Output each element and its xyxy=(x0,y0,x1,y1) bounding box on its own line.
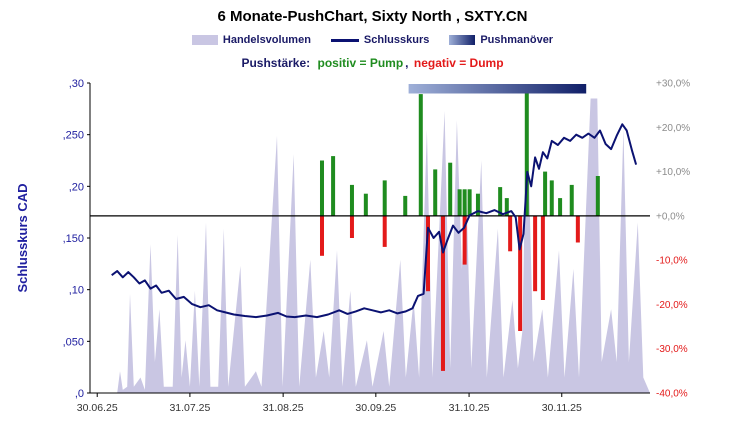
left-axis-tick: ,250 xyxy=(63,130,84,142)
x-axis-tick: 31.10.25 xyxy=(449,402,490,414)
x-axis-tick: 30.09.25 xyxy=(355,402,396,414)
left-axis-tick: ,050 xyxy=(63,336,84,348)
left-axis-tick: ,20 xyxy=(69,181,84,193)
pushmanoever-swatch-icon xyxy=(449,35,476,45)
legend-item-close: Schlusskurs xyxy=(330,34,430,46)
right-axis-tick: +10,0% xyxy=(656,167,690,178)
right-axis-tick: -30,0% xyxy=(656,344,688,355)
push-bars xyxy=(319,91,600,371)
right-axis-tick: -20,0% xyxy=(656,300,688,311)
subtitle-comma: , xyxy=(405,56,409,70)
right-axis-tick: -10,0% xyxy=(656,256,688,267)
legend-label-close: Schlusskurs xyxy=(363,34,430,46)
right-axis-tick: +0,0% xyxy=(656,211,685,222)
y-axis-title: Schlusskurs CAD xyxy=(15,183,30,292)
chart-title: 6 Monate-PushChart, Sixty North , SXTY.C… xyxy=(217,8,528,25)
close-price-line xyxy=(111,123,638,319)
volume-area xyxy=(90,86,650,393)
legend-label-volume: Handelsvolumen xyxy=(222,34,311,46)
x-axis-tick: 31.07.25 xyxy=(169,402,210,414)
legend-label-pushmanoever: Pushmanöver xyxy=(480,34,554,46)
legend-item-pushmanoever: Pushmanöver xyxy=(449,34,553,46)
x-axis-tick: 30.06.25 xyxy=(77,402,118,414)
right-axis-tick: +20,0% xyxy=(656,123,690,134)
subtitle-prefix: Pushstärke: xyxy=(241,56,311,70)
x-axis-tick: 30.11.25 xyxy=(542,402,582,414)
x-axis-tick: 31.08.25 xyxy=(263,402,304,414)
left-axis-tick: ,30 xyxy=(69,78,84,90)
left-axis-tick: ,150 xyxy=(63,233,84,245)
subtitle-dump-label: negativ = Dump xyxy=(413,56,504,70)
legend-item-volume: Handelsvolumen xyxy=(191,34,311,46)
right-axis-tick: +30,0% xyxy=(656,79,690,90)
push-strength-subtitle: Pushstärke: positiv = Pump, negativ = Du… xyxy=(0,56,745,70)
right-axis-tick: -40,0% xyxy=(656,389,688,400)
pushmanoever-band xyxy=(408,84,587,94)
left-axis-tick: ,0 xyxy=(75,388,84,400)
chart-legend: Handelsvolumen Schlusskurs Pushmanöver xyxy=(0,34,745,46)
close-line-swatch-icon xyxy=(330,38,359,42)
volume-swatch-icon xyxy=(191,35,218,45)
left-axis-tick: ,10 xyxy=(69,285,84,297)
subtitle-pump-label: positiv = Pump xyxy=(317,56,404,70)
